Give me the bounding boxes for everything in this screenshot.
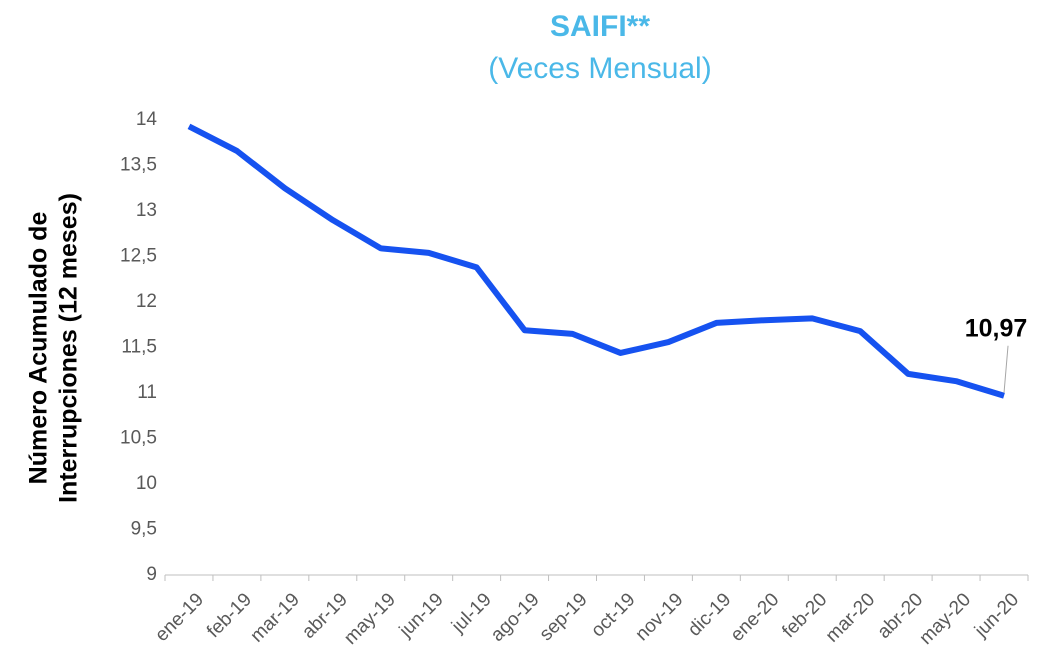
x-tick-label: oct-19 — [587, 589, 639, 641]
y-tick-label: 13,5 — [120, 155, 157, 176]
y-tick-label: 14 — [136, 109, 158, 130]
chart-subtitle: (Veces Mensual) — [488, 52, 711, 85]
x-tick-label: nov-19 — [632, 589, 688, 645]
x-tick-label: may-20 — [916, 589, 976, 649]
y-tick-label: 11 — [137, 382, 157, 403]
y-tick-label: 13 — [136, 200, 157, 221]
y-tick-label: 9,5 — [131, 519, 157, 540]
y-tick-label: 10,5 — [120, 428, 157, 449]
y-axis-title: Número Acumulado de Interrupciones (12 m… — [25, 193, 83, 503]
x-tick-label: may-19 — [340, 589, 400, 649]
chart-title: SAIFI** — [550, 10, 650, 43]
y-tick-label: 10 — [136, 473, 157, 494]
x-tick-label: ene-19 — [151, 589, 208, 646]
x-tick-label: mar-19 — [247, 589, 304, 646]
x-tick-label: jun-19 — [395, 589, 448, 642]
y-axis-title-line: Número Acumulado de — [25, 212, 53, 485]
x-tick-label: sep-19 — [536, 589, 592, 645]
y-tick-label: 9 — [146, 564, 157, 585]
x-tick-label: ago-19 — [487, 589, 544, 646]
y-tick-label: 12 — [136, 291, 157, 312]
series-line — [187, 123, 1005, 399]
y-tick-label: 11,5 — [121, 337, 157, 358]
leader-line — [1003, 345, 1009, 393]
x-tick-label: jun-20 — [970, 589, 1023, 642]
x-tick-label: ene-20 — [727, 589, 784, 646]
data-label: 10,97 — [965, 314, 1028, 342]
y-axis-title-line: Interrupciones (12 meses) — [55, 193, 83, 503]
y-tick-label: 12,5 — [120, 246, 157, 267]
x-tick-label: mar-20 — [822, 589, 879, 646]
